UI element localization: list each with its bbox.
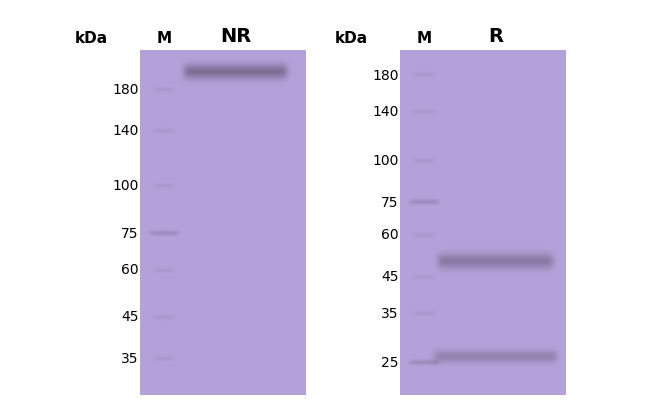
Text: 60: 60 xyxy=(121,263,138,277)
Text: 35: 35 xyxy=(121,352,138,366)
Text: 180: 180 xyxy=(372,69,398,83)
Text: 140: 140 xyxy=(112,124,138,138)
Text: 100: 100 xyxy=(372,154,398,168)
Text: 60: 60 xyxy=(381,228,398,243)
Text: kDa: kDa xyxy=(75,31,108,46)
Text: 140: 140 xyxy=(372,105,398,119)
Text: M: M xyxy=(157,31,172,46)
Text: 25: 25 xyxy=(381,356,398,370)
Text: 180: 180 xyxy=(112,83,138,97)
Text: NR: NR xyxy=(220,27,252,46)
Text: kDa: kDa xyxy=(335,31,368,46)
Text: 45: 45 xyxy=(121,310,138,324)
Text: 35: 35 xyxy=(381,307,398,321)
Text: M: M xyxy=(417,31,432,46)
Text: 45: 45 xyxy=(381,270,398,284)
Text: 75: 75 xyxy=(381,196,398,210)
Text: 100: 100 xyxy=(112,179,138,193)
Text: 75: 75 xyxy=(121,227,138,240)
Text: R: R xyxy=(488,27,503,46)
